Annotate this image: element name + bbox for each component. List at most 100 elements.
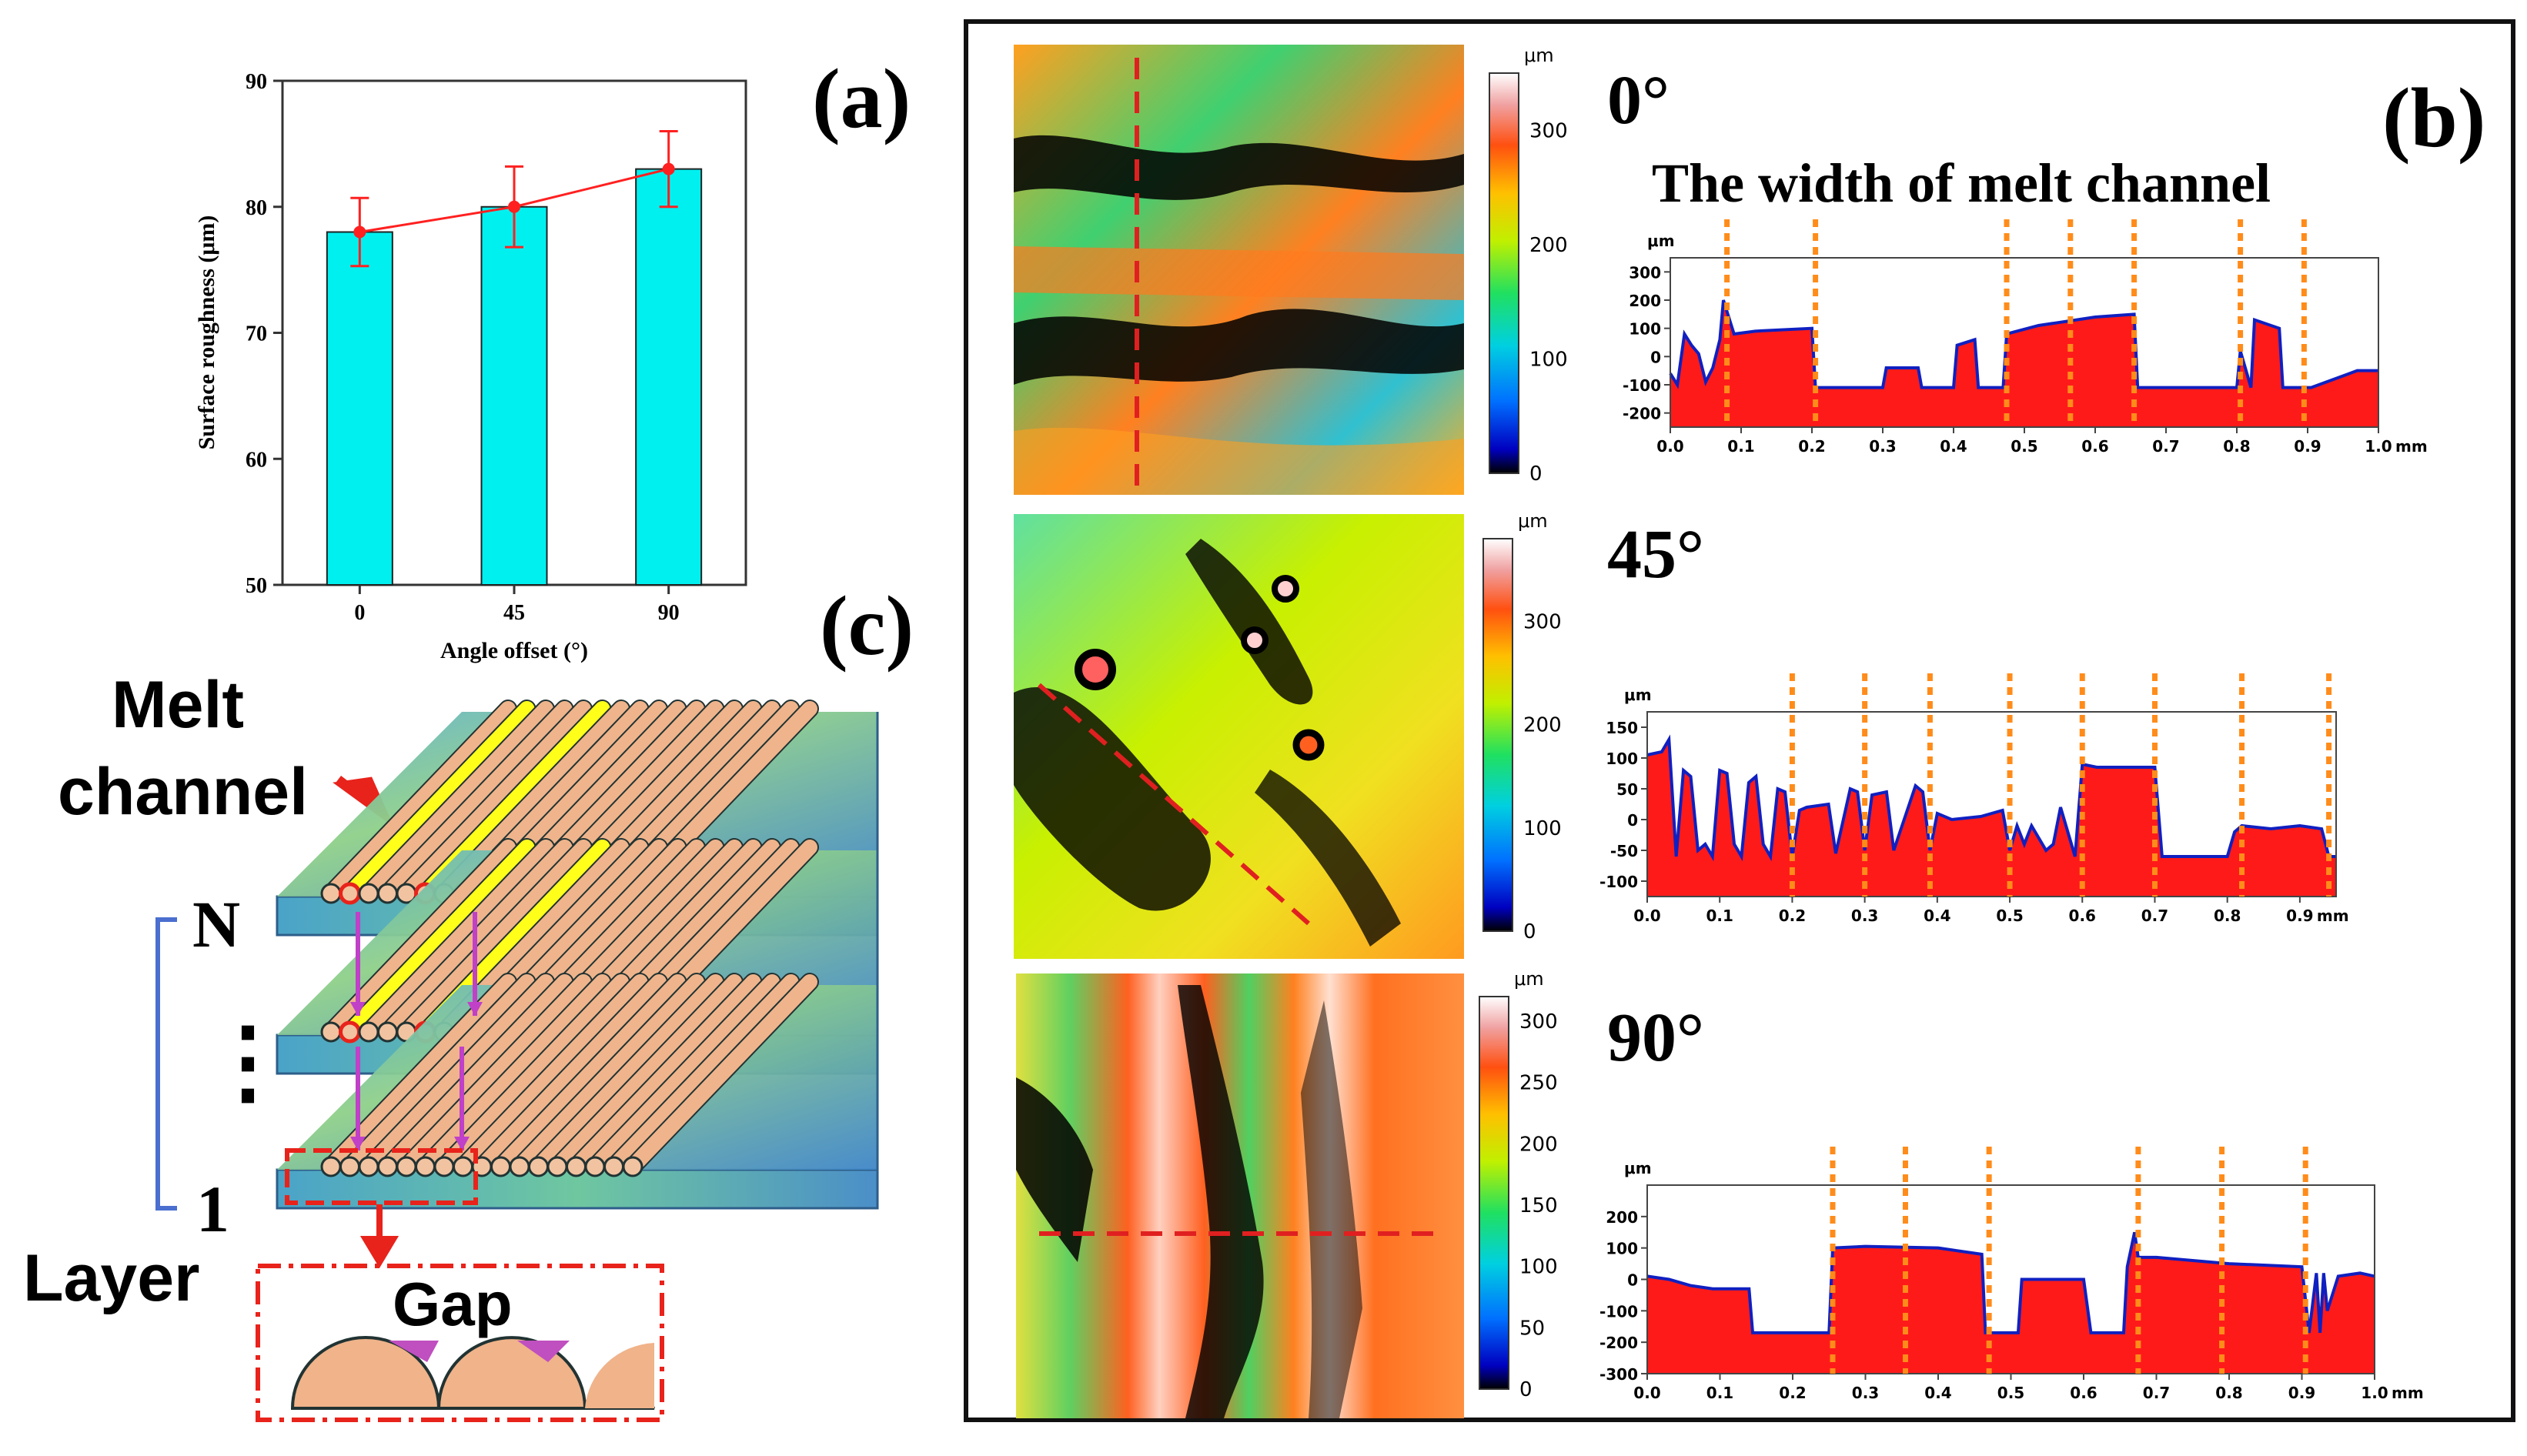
profile-title: 45° [1607, 516, 1704, 593]
y-tick-label: -100 [1599, 1302, 1638, 1321]
melt-rod [493, 974, 686, 1174]
melt-rod [342, 840, 535, 1040]
melt-rod [530, 974, 724, 1174]
colorbar-tick-label: 200 [1519, 1133, 1558, 1156]
y-tick-label: -100 [1599, 873, 1638, 891]
layer-plate [276, 973, 879, 1210]
gap-label: Gap [393, 1270, 513, 1338]
colorbar-tick-label: 150 [1519, 1194, 1558, 1217]
x-tick-label: 0.5 [2011, 437, 2037, 456]
melt-rod [379, 701, 573, 901]
colorbar-tick-label: 0 [1519, 1378, 1533, 1401]
y-tick-label: 0 [1627, 1271, 1638, 1290]
x-tick-label: 0.6 [2069, 907, 2096, 925]
colorbar-tick-label: 250 [1519, 1072, 1558, 1095]
x-tick-label: 0.2 [1779, 1384, 1806, 1402]
y-tick-label: 100 [1606, 750, 1638, 768]
colorbar-tick-label: 100 [1519, 1256, 1558, 1279]
profile-subtitle: The width of melt channel [1652, 152, 2271, 214]
x-unit: mm [2392, 1384, 2424, 1402]
colorbar-tick-label: 200 [1523, 714, 1562, 737]
y-tick-label: 300 [1629, 263, 1661, 282]
melt-rod [417, 974, 610, 1174]
profile-y-unit: μm [1624, 1159, 1652, 1177]
x-tick-label: 0.0 [1656, 437, 1683, 456]
x-tick-label: 0.0 [1633, 1384, 1660, 1402]
profile-b0: 0° μm 300 200 100 0 -100 -200 0.0 0.1 0.2 0.3 0.4 0.5… [1607, 62, 2428, 456]
gap-arrow [359, 1204, 399, 1268]
rod-end [509, 1156, 530, 1177]
colorbar-tick-label: 50 [1519, 1317, 1545, 1340]
y-tick-label: 150 [1606, 719, 1638, 737]
rod-end [339, 1156, 360, 1177]
y-tick-label: 70 [246, 322, 267, 346]
layer-schematic: Melt channel N ⋮ 1 Layer Gap [23, 668, 879, 1422]
melt-rod [361, 840, 553, 1040]
x-tick-label: 0.8 [2223, 437, 2250, 456]
profile-title: 0° [1607, 62, 1670, 139]
layer-bracket [155, 917, 177, 1211]
colorbar-tick-label: 300 [1519, 1010, 1558, 1034]
y-tick-label: -200 [1599, 1334, 1638, 1352]
melt-rod [379, 974, 573, 1174]
gap-detail-frame [256, 1264, 664, 1422]
profile-line [1646, 1231, 2375, 1334]
colorbar-tick-label: 300 [1529, 119, 1568, 142]
y-tick-label: 90 [246, 70, 267, 94]
y-tick-label: 100 [1606, 1240, 1638, 1258]
y-tick-label: 100 [1629, 320, 1661, 339]
rod-end [339, 882, 361, 905]
y-tick-label: 50 [246, 574, 267, 598]
melt-rod [342, 974, 535, 1174]
rod-end [453, 1156, 473, 1177]
melt-rod [323, 974, 516, 1174]
melt-rod [342, 701, 535, 901]
melt-rod [436, 974, 629, 1174]
height-map-45deg [1014, 514, 1464, 959]
melt-rod [323, 701, 516, 901]
x-tick-label: 0.1 [1706, 1384, 1733, 1402]
layer-1-label: 1 [196, 1172, 229, 1246]
x-unit: mm [2395, 437, 2428, 456]
melt-rod [323, 840, 516, 1040]
height-map-90deg [1016, 973, 1464, 1418]
profile-b45: 45° μm 150 100 50 0 -50 -100 0.0 0.1 0.2 0.3 0.4 0.5 0… [1599, 516, 2349, 925]
profile-title: 90° [1607, 1000, 1704, 1076]
profile-line [1646, 734, 2336, 862]
y-axis-label: Surface roughness (μm) [194, 215, 219, 450]
melt-rod [455, 974, 648, 1174]
rod-end [547, 1156, 568, 1177]
layer-arrow-head [350, 1137, 366, 1150]
colorbar-unit: μm [1514, 968, 1544, 990]
y-tick-label: 0 [1627, 811, 1638, 830]
x-tick-label: 45 [503, 601, 525, 625]
x-tick-label: 0.6 [2081, 437, 2108, 456]
colorbar-tick-label: 100 [1523, 817, 1562, 840]
rod-end [320, 1156, 342, 1177]
melt-rod [399, 974, 591, 1174]
x-tick-label: 90 [658, 601, 680, 625]
melt-rod [361, 701, 553, 901]
x-tick-label: 0.3 [1851, 907, 1878, 925]
y-tick-label: -200 [1623, 405, 1661, 423]
rod-end [528, 1156, 549, 1177]
profile-line [1669, 299, 2378, 389]
layer-arrow-head [454, 1137, 470, 1150]
melt-rod [361, 974, 553, 1174]
panel-label-c: (c) [820, 579, 914, 673]
rod-end [320, 1021, 342, 1043]
bar-chart-roughness: 50 60 70 80 90 0 45 90 Surface roughness (μm) A… [194, 70, 747, 663]
x-tick-label: 0.1 [1727, 437, 1754, 456]
layer-arrow-head [350, 1002, 366, 1016]
profile-area [1647, 1232, 2375, 1374]
bar [635, 168, 703, 586]
colorbar-unit: μm [1518, 510, 1548, 532]
melt-label: Melt [112, 668, 244, 742]
profile-area [1670, 300, 2378, 427]
rod-end [320, 883, 342, 904]
colorbar [1479, 996, 1509, 1390]
rod-end [377, 1021, 398, 1043]
x-tick-label: 0.5 [1996, 907, 2023, 925]
y-tick-label: 200 [1606, 1208, 1638, 1227]
colorbar-tick-label: 0 [1529, 463, 1543, 486]
